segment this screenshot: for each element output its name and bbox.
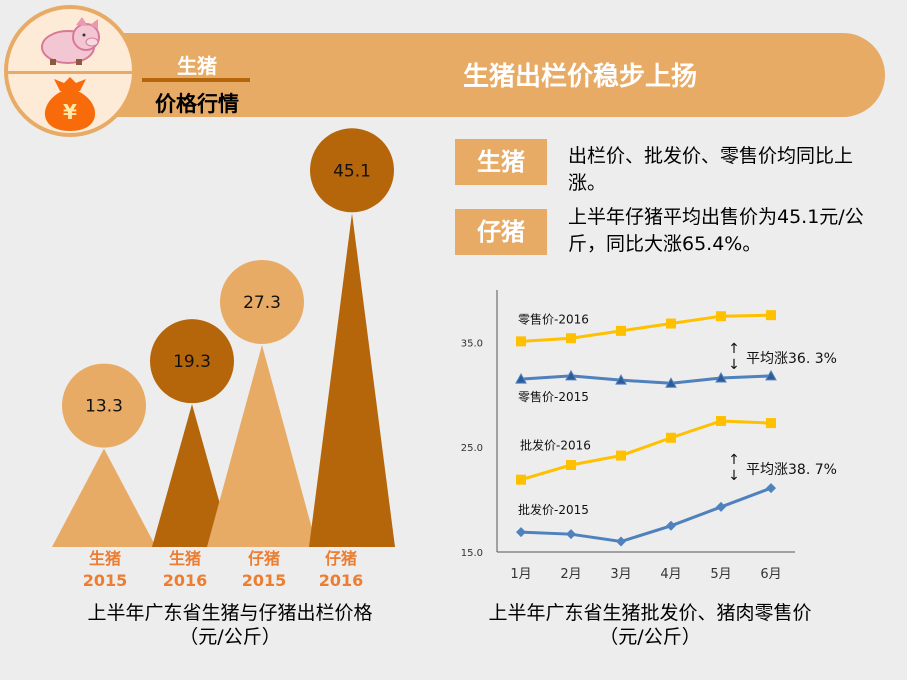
right-chart-subtitle: （元/公斤） xyxy=(599,626,701,648)
data-point xyxy=(616,450,626,461)
value-label: 19.3 xyxy=(173,352,211,372)
data-point xyxy=(516,527,526,538)
category-label: 生猪 xyxy=(89,549,121,568)
series-label: 零售价-2015 xyxy=(518,389,589,404)
left-chart-title: 上半年广东省生猪与仔猪出栏价格 xyxy=(87,602,373,624)
category-label: 2016 xyxy=(163,571,208,590)
x-tick-label: 1月 xyxy=(510,567,531,582)
data-point xyxy=(716,501,726,512)
highlight-text: 出栏价、批发价、零售价均同比上涨。 xyxy=(568,145,854,194)
x-tick-label: 6月 xyxy=(760,567,781,582)
x-tick-label: 4月 xyxy=(660,567,681,582)
value-circle xyxy=(310,128,394,213)
data-point xyxy=(766,483,776,494)
data-point xyxy=(765,369,777,381)
data-point xyxy=(516,474,526,485)
data-point xyxy=(666,432,676,443)
arrow-up-icon: ↑ xyxy=(728,452,740,468)
value-label: 13.3 xyxy=(85,397,123,417)
data-point xyxy=(566,333,576,344)
triangle-bar xyxy=(52,448,156,547)
y-tick-label: 25.0 xyxy=(461,443,483,454)
highlight-tag: 生猪 xyxy=(455,139,547,185)
arrow-up-icon: ↑ xyxy=(728,341,740,357)
category-label: 生猪 xyxy=(169,549,201,568)
category-label: 仔猪 xyxy=(248,549,280,568)
data-point xyxy=(616,325,626,336)
value-label: 27.3 xyxy=(243,293,281,313)
price-line-chart: 15.0 25.0 35.0 1月 2月 3月 4月 5月 6月 零售价-2016 零售价-2015… xyxy=(461,290,837,582)
y-tick-label: 15.0 xyxy=(461,548,483,559)
series-label: 批发价-2016 xyxy=(520,438,591,453)
data-point xyxy=(716,311,726,322)
series-line xyxy=(520,419,772,482)
data-point xyxy=(666,318,676,329)
data-point xyxy=(565,369,577,381)
money-symbol: ¥ xyxy=(63,100,77,124)
series-line xyxy=(520,486,772,544)
highlight-tag: 仔猪 xyxy=(455,209,547,255)
category-label: 2015 xyxy=(83,571,128,590)
left-chart-subtitle: （元/公斤） xyxy=(179,626,281,648)
category-label: 仔猪 xyxy=(325,549,357,568)
annotation-label: 平均涨36. 3% xyxy=(746,351,837,367)
value-circle xyxy=(220,259,304,344)
value-circle xyxy=(150,319,234,404)
data-point xyxy=(566,460,576,471)
data-point xyxy=(516,336,526,347)
pig-price-chart: 13.3 19.3 27.3 45.1 生猪 2015 生猪 2016 仔猪 2015 仔猪 2016 xyxy=(52,128,395,590)
x-tick-label: 3月 xyxy=(610,567,631,582)
arrow-down-icon: ↓ xyxy=(728,468,740,484)
value-circle xyxy=(62,363,146,448)
data-point xyxy=(515,373,527,384)
arrow-down-icon: ↓ xyxy=(728,357,740,373)
series-line xyxy=(520,374,772,385)
data-point xyxy=(666,520,676,531)
x-tick-label: 2月 xyxy=(560,567,581,582)
annotation-label: 平均涨38. 7% xyxy=(746,462,837,478)
data-point xyxy=(616,536,626,547)
data-point xyxy=(566,529,576,540)
data-point xyxy=(665,377,677,388)
y-tick-label: 35.0 xyxy=(461,338,483,349)
series-line xyxy=(520,313,772,343)
category-label: 2016 xyxy=(319,571,364,590)
data-point xyxy=(716,416,726,426)
highlight-text: 上半年仔猪平均出售价为45.1元/公斤，同比大涨65.4%。 xyxy=(568,206,864,255)
data-point xyxy=(766,418,776,429)
series-label: 零售价-2016 xyxy=(518,311,589,326)
category-label: 2015 xyxy=(242,571,287,590)
page-title: 生猪出栏价稳步上扬 xyxy=(462,62,697,92)
series-label: 批发价-2015 xyxy=(518,502,589,517)
money-bag-icon: ¥ xyxy=(44,77,96,131)
header-banner xyxy=(110,33,885,117)
badge-divider xyxy=(142,78,250,82)
value-label: 45.1 xyxy=(333,161,371,181)
badge-bottom: 价格行情 xyxy=(155,92,239,116)
triangle-bar xyxy=(207,344,317,547)
logo-circle: ¥ xyxy=(4,5,136,137)
x-tick-label: 5月 xyxy=(710,567,731,582)
data-point xyxy=(766,310,776,321)
triangle-bar xyxy=(152,404,232,547)
triangle-bar xyxy=(309,213,395,547)
data-point xyxy=(615,374,627,385)
badge-top: 生猪 xyxy=(177,54,217,78)
right-chart-title: 上半年广东省生猪批发价、猪肉零售价 xyxy=(488,602,812,624)
data-point xyxy=(715,372,727,383)
pig-icon xyxy=(41,17,100,65)
